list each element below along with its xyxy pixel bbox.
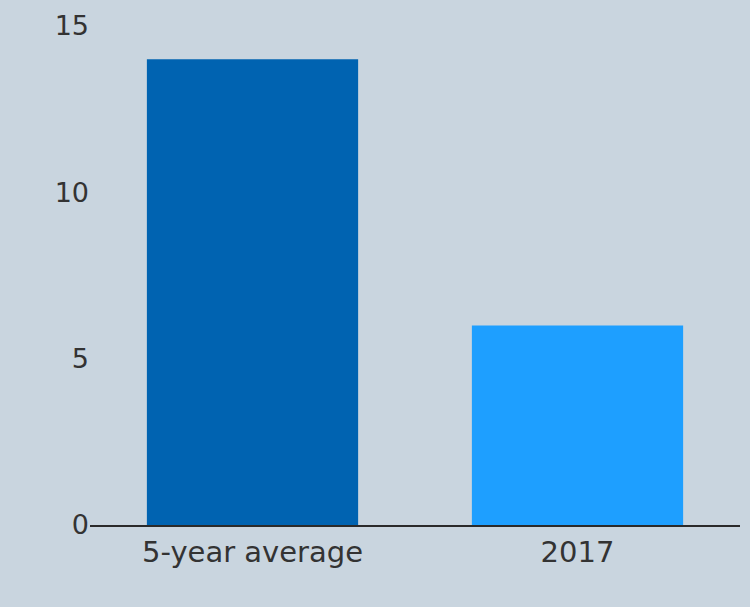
svg-text:10: 10 [55, 177, 89, 208]
svg-text:5: 5 [72, 343, 89, 374]
svg-text:5-year average: 5-year average [142, 535, 363, 569]
svg-text:0: 0 [72, 509, 89, 540]
svg-text:15: 15 [55, 10, 89, 41]
svg-text:2017: 2017 [541, 535, 615, 569]
